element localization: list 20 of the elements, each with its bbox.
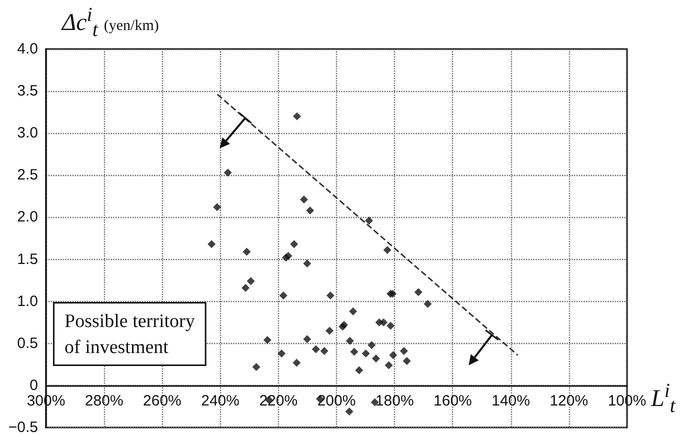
x-tick-label: 200% xyxy=(317,392,356,410)
x-tick-label: 280% xyxy=(84,392,124,410)
x-tick-label: 180% xyxy=(375,392,414,410)
y-tick-label: 4.0 xyxy=(17,40,38,58)
y-tick-label: 1.5 xyxy=(17,250,38,268)
y-tick-label: 3.0 xyxy=(17,124,38,142)
x-tick-label: 120% xyxy=(550,392,588,410)
x-tick-label: 240% xyxy=(201,392,240,410)
y-tick-label: 2.5 xyxy=(17,166,38,184)
y-tick-label: 0.5 xyxy=(17,334,38,352)
y-tick-label: 0 xyxy=(30,376,38,394)
y-tick-label: 2.0 xyxy=(17,208,38,226)
y-tick-label: 1.0 xyxy=(17,292,38,310)
x-tick-label: 160% xyxy=(434,392,472,410)
x-tick-label: 220% xyxy=(259,392,298,410)
x-tick-label: 260% xyxy=(143,392,182,410)
y-tick-label: −0.5 xyxy=(8,419,38,435)
x-tick-label: 140% xyxy=(492,392,530,410)
annotation: Possible territory of investment xyxy=(64,311,196,358)
y-tick-label: 3.5 xyxy=(17,82,38,100)
